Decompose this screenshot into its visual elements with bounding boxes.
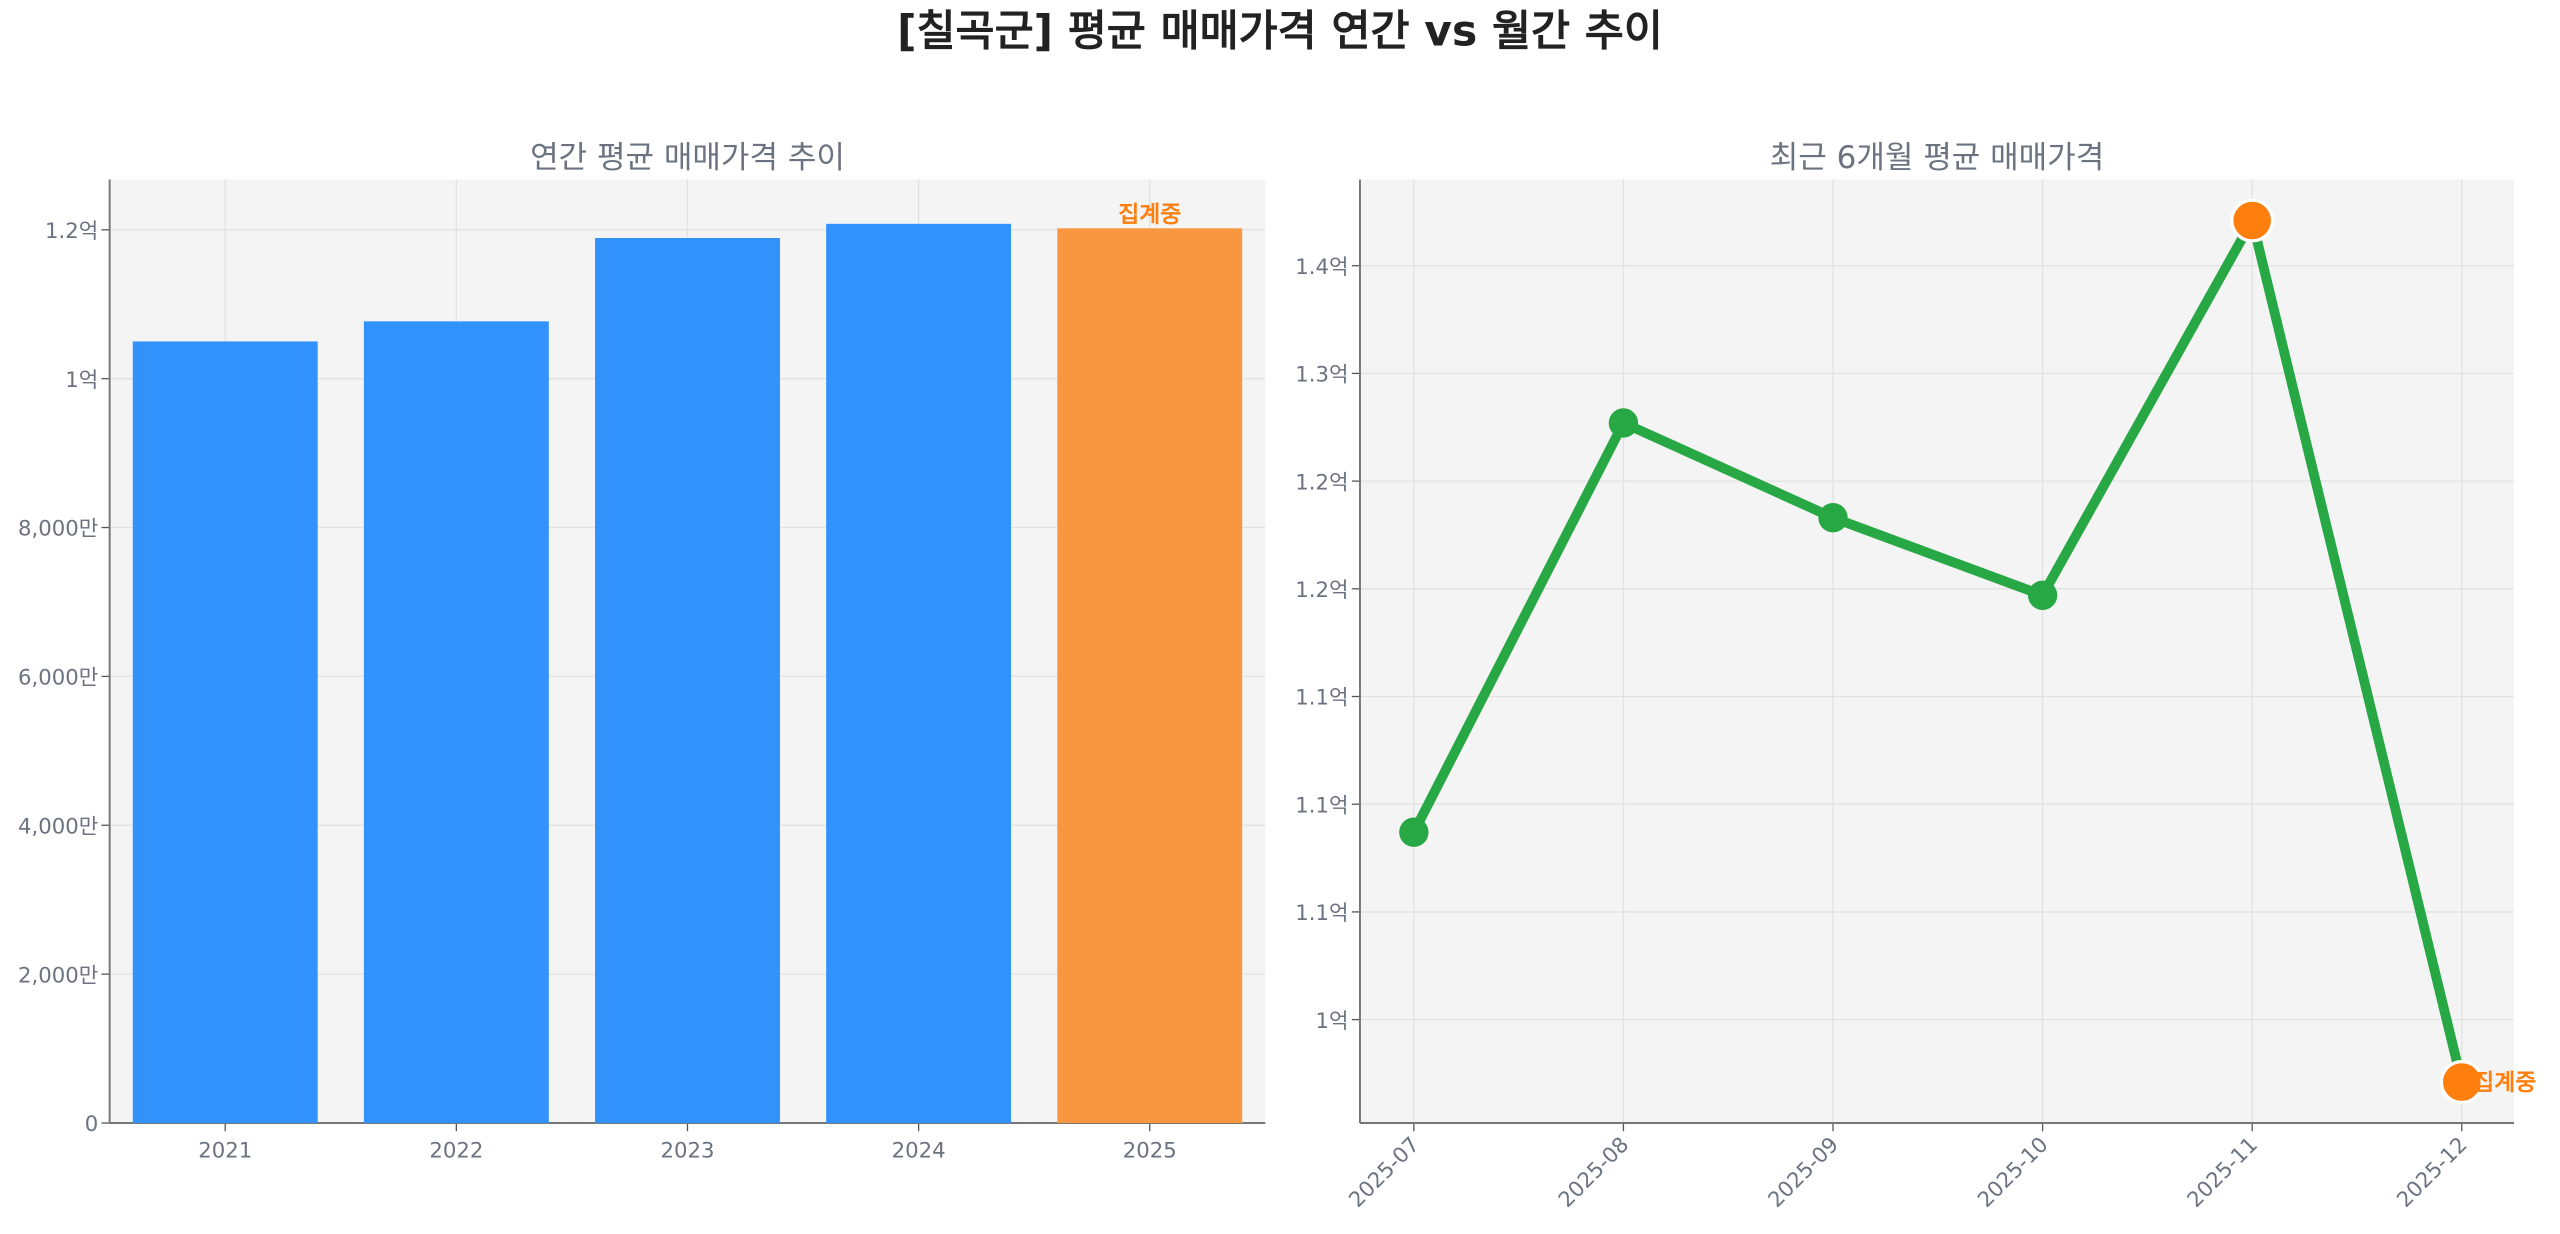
y-tick-label: 0	[85, 1112, 99, 1137]
bar-2024	[826, 223, 1012, 1124]
x-tick-label: 2025	[1123, 1138, 1177, 1163]
y-tick-label: 2,000만	[18, 963, 98, 988]
data-point-2025-07	[1399, 817, 1429, 847]
annotation-label: 집계중	[2473, 1070, 2536, 1096]
x-tick-label: 2025-07	[1344, 1132, 1424, 1212]
y-tick-label: 1억	[65, 368, 98, 393]
annotation-label: 집계중	[1118, 202, 1181, 228]
y-tick-label: 1.3억	[1295, 363, 1348, 388]
x-tick-label: 2025-10	[1973, 1132, 2053, 1212]
y-tick-label: 8,000만	[18, 517, 98, 542]
figure-title: [칠곡군] 평균 매매가격 연간 vs 월간 추이	[897, 8, 1663, 57]
y-tick-label: 4,000만	[18, 814, 98, 839]
data-point-2025-10	[2027, 580, 2058, 610]
bar-2022	[363, 321, 549, 1124]
subplot-title: 연간 평균 매매가격 추이	[530, 140, 845, 176]
data-point-2025-11	[2230, 198, 2275, 243]
x-tick-label: 2023	[660, 1138, 714, 1163]
data-point-2025-12	[2439, 1060, 2484, 1105]
y-tick-label: 1.2억	[1295, 470, 1348, 495]
y-tick-label: 1.1억	[1295, 901, 1348, 926]
plot-background	[1359, 179, 2514, 1124]
series-line	[1409, 215, 2467, 1084]
annual-bar-chart: 0 2,000만 4,000만 6,000만 8,000만 1억 1.2억 2021 2022 2…	[18, 140, 1266, 1163]
y-tick-label: 6,000만	[18, 666, 98, 691]
bar-2021	[132, 341, 318, 1124]
data-point-2025-09	[1818, 503, 1848, 533]
y-tick-label: 1.2억	[1295, 578, 1348, 603]
data-point-2025-08	[1608, 408, 1639, 438]
x-tick-label: 2022	[429, 1138, 483, 1163]
y-tick-label: 1.2억	[45, 219, 98, 244]
x-tick-label: 2025-08	[1554, 1132, 1634, 1212]
y-tick-label: 1.4억	[1295, 255, 1348, 280]
x-tick-label: 2021	[198, 1138, 252, 1163]
y-tick-label: 1.1억	[1295, 686, 1348, 711]
monthly-line-chart: 1억 1.1억 1.1억 1.1억 1.2억 1.2억 1.3억 1.4억 2025-07 202…	[1295, 140, 2536, 1213]
x-tick-label: 2025-11	[2183, 1132, 2263, 1212]
bar-2025	[1057, 228, 1243, 1124]
x-tick-label: 2024	[892, 1138, 946, 1163]
y-tick-label: 1억	[1316, 1009, 1349, 1034]
x-tick-label: 2025-09	[1763, 1132, 1843, 1212]
bar-2023	[595, 237, 780, 1124]
x-tick-label: 2025-12	[2392, 1132, 2472, 1212]
y-tick-label: 1.1억	[1295, 793, 1348, 818]
subplot-title: 최근 6개월 평균 매매가격	[1770, 140, 2104, 176]
